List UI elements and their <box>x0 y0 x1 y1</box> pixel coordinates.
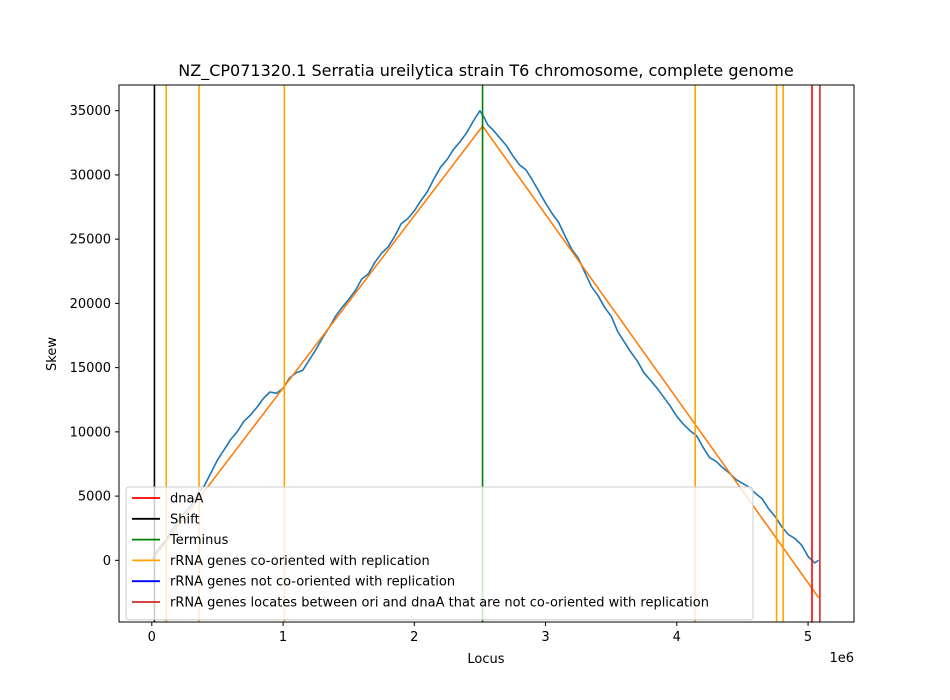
y-tick-label: 30000 <box>70 168 111 183</box>
chart-title: NZ_CP071320.1 Serratia ureilytica strain… <box>178 61 793 81</box>
x-tick-label: 3 <box>541 630 549 645</box>
x-axis-offset-label: 1e6 <box>829 651 854 666</box>
y-tick-label: 0 <box>103 554 111 569</box>
y-tick-label: 20000 <box>70 297 111 312</box>
skew-series-line <box>151 109 820 564</box>
legend-label: Shift <box>170 512 200 527</box>
x-tick-label: 2 <box>410 630 418 645</box>
axes-frame <box>118 84 855 623</box>
y-tick-label: 15000 <box>70 361 111 376</box>
y-tick-label: 5000 <box>78 490 111 505</box>
legend-label: Terminus <box>169 533 229 548</box>
legend-label: rRNA genes not co-oriented with replicat… <box>170 575 455 590</box>
x-tick-label: 5 <box>804 630 812 645</box>
x-tick-label: 0 <box>148 630 156 645</box>
legend-label: rRNA genes locates between ori and dnaA … <box>170 596 709 611</box>
legend-label: rRNA genes co-oriented with replication <box>170 554 430 569</box>
plot-area: 0 1 2 3 4 5 0 5000 10000 15000 20000 25000 30000 3500… <box>70 84 855 645</box>
y-tick-label: 10000 <box>70 425 111 440</box>
x-tick-label: 1 <box>279 630 287 645</box>
y-axis-label: Skew <box>45 337 60 371</box>
plot-marks <box>151 85 821 622</box>
legend-label: dnaA <box>170 492 203 507</box>
x-axis-label: Locus <box>467 652 504 667</box>
legend-box <box>125 486 754 621</box>
legend: dnaA Shift Terminus rRNA genes co-oriented … <box>125 486 754 621</box>
y-tick-label: 25000 <box>70 233 111 248</box>
y-tick-label: 35000 <box>70 104 111 119</box>
x-tick-label: 4 <box>673 630 681 645</box>
